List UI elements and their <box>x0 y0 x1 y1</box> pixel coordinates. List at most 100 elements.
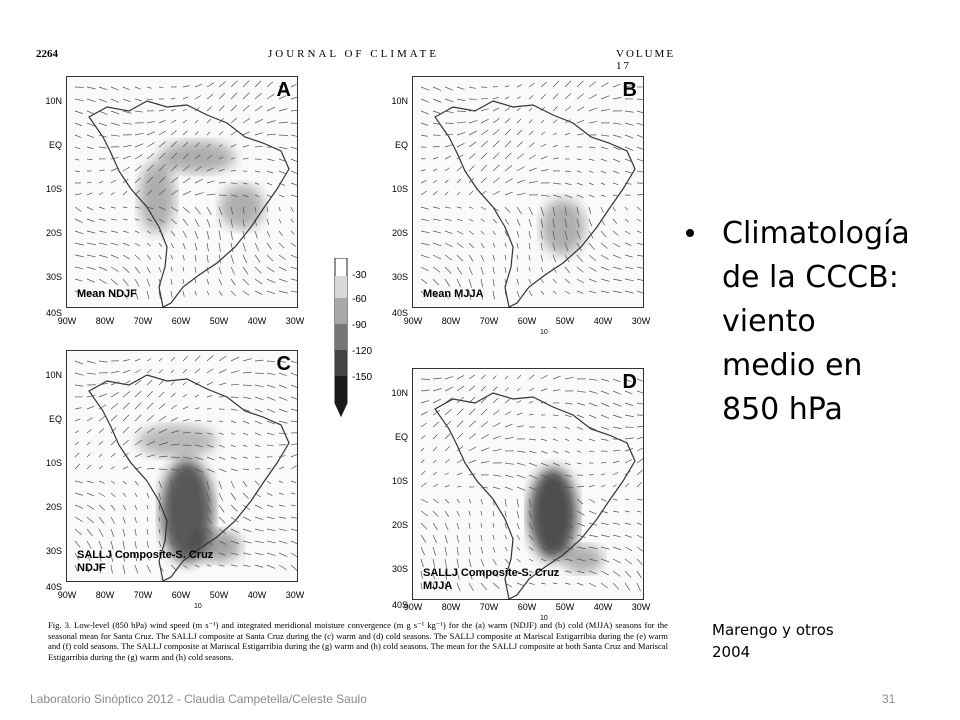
wind-arrow <box>504 522 507 529</box>
lon-label: 60W <box>517 602 537 612</box>
wind-arrow <box>230 130 237 136</box>
wind-arrow <box>182 85 190 88</box>
wind-arrow <box>230 144 237 148</box>
wind-arrow <box>242 468 249 471</box>
wind-arrow <box>170 176 179 184</box>
wind-arrow <box>492 522 495 528</box>
wind-arrow <box>480 278 484 288</box>
wind-arrow <box>540 254 544 262</box>
wind-arrow <box>456 230 464 235</box>
wind-arrow <box>242 266 249 275</box>
wind-arrow <box>504 254 507 260</box>
wind-arrow <box>86 206 94 211</box>
lat-label: 30S <box>391 564 408 574</box>
lon-label: 60W <box>517 316 537 326</box>
wind-arrow <box>170 266 173 272</box>
wind-arrow <box>182 96 189 100</box>
wind-arrow <box>516 230 520 238</box>
wind-arrow <box>444 534 448 544</box>
panel-letter: D <box>622 371 637 393</box>
wind-arrow <box>444 397 453 404</box>
wind-arrow <box>444 218 452 222</box>
wind-arrow <box>182 368 188 374</box>
wind-arrow <box>122 380 131 386</box>
wind-arrow <box>612 278 622 282</box>
wind-arrow <box>540 374 548 380</box>
wind-arrow <box>134 564 139 574</box>
wind-arrow <box>98 242 108 246</box>
wind-arrow <box>170 456 180 458</box>
wind-arrow <box>158 290 161 299</box>
wind-arrow <box>170 492 173 501</box>
wind-arrow <box>456 510 460 517</box>
wind-arrow <box>480 522 483 528</box>
wind-arrow <box>420 459 425 464</box>
wind-arrow <box>444 110 454 114</box>
wind-arrow <box>146 206 154 210</box>
wind-arrow <box>612 498 618 501</box>
wind-arrow <box>624 498 630 501</box>
wind-arrow <box>290 396 297 400</box>
wind-arrow <box>432 266 441 273</box>
wind-arrow <box>480 108 489 112</box>
wind-arrow <box>516 412 523 416</box>
wind-arrow <box>612 122 622 125</box>
wind-arrow <box>432 230 442 234</box>
wind-arrow <box>86 242 96 246</box>
wind-arrow <box>636 570 642 579</box>
wind-arrow <box>564 254 570 263</box>
wind-arrow <box>528 180 538 184</box>
wind-arrow <box>612 534 621 538</box>
wind-arrow <box>516 206 522 215</box>
wind-arrow <box>98 122 108 127</box>
wind-arrow <box>218 230 221 240</box>
wind-arrow <box>278 420 288 424</box>
wind-arrow <box>206 206 212 215</box>
wind-arrow <box>456 154 464 160</box>
wind-arrow <box>564 522 573 528</box>
wind-arrow <box>146 440 156 446</box>
wind-arrow <box>110 552 113 562</box>
wind-arrow <box>122 266 130 273</box>
wind-arrow <box>194 480 197 490</box>
wind-arrow <box>420 122 429 126</box>
wind-arrow <box>516 388 521 392</box>
wind-arrow <box>456 218 463 222</box>
wind-arrow <box>122 166 130 172</box>
wind-arrow <box>528 510 533 519</box>
wind-arrow <box>612 546 622 551</box>
wind-arrow <box>444 133 454 136</box>
wind-arrow <box>206 167 214 172</box>
wind-arrow <box>624 122 634 126</box>
wind-arrow <box>134 426 142 434</box>
wind-arrow <box>218 131 224 136</box>
wind-arrow <box>242 118 251 124</box>
panel-caption: SALLJ Composite-S. Cruz NDJF <box>77 549 213 575</box>
wind-arrow <box>266 396 276 401</box>
wind-arrow <box>206 230 210 240</box>
wind-arrow <box>552 106 559 112</box>
wind-arrow <box>278 528 287 532</box>
wind-arrow <box>552 498 558 507</box>
wind-arrow <box>516 558 521 563</box>
wind-arrow <box>146 516 149 522</box>
wind-arrow <box>612 390 622 395</box>
wind-arrow <box>516 118 522 124</box>
wind-arrow <box>254 92 262 100</box>
wind-arrow <box>170 189 179 196</box>
wind-arrow <box>98 86 108 91</box>
wind-arrow <box>552 450 559 454</box>
wind-arrow <box>444 266 452 274</box>
wind-arrow <box>86 540 92 549</box>
wind-arrow <box>624 459 632 464</box>
wind-arrow <box>468 534 471 542</box>
wind-arrow <box>588 254 597 262</box>
wind-arrow <box>444 386 454 392</box>
wind-arrow <box>110 480 116 484</box>
wind-arrow <box>564 474 572 477</box>
wind-arrow <box>158 564 164 572</box>
wind-arrow <box>206 368 214 374</box>
wind-arrow <box>420 190 427 196</box>
panel-caption-line1: SALLJ Composite-S. Cruz <box>423 567 560 579</box>
wind-arrow <box>528 254 531 261</box>
